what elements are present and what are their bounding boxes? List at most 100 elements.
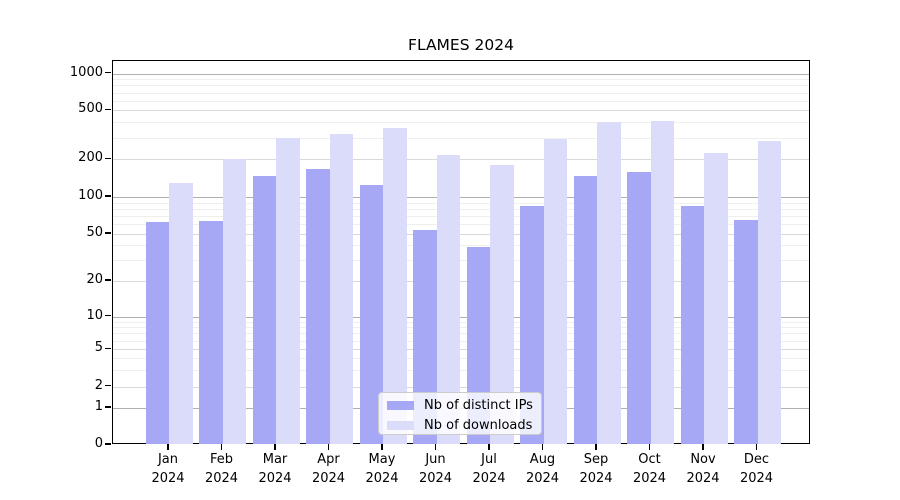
- bar-downloads-sep: [597, 122, 621, 444]
- x-tick-label: Feb 2024: [204, 452, 239, 486]
- gridline-minor: [113, 327, 809, 329]
- gridline-minor: [113, 340, 809, 342]
- x-tick-mark: [220, 444, 223, 450]
- x-tick-label: Dec 2024: [739, 452, 774, 486]
- bar-downloads-jan: [169, 182, 193, 444]
- y-tick-label: 500: [78, 101, 103, 117]
- bar-distinct-ips-jan: [145, 221, 169, 444]
- x-tick-label: May 2024: [365, 452, 399, 486]
- bar-downloads-jun: [436, 155, 460, 444]
- x-tick-mark: [434, 444, 437, 450]
- bar-distinct-ips-mar: [252, 176, 276, 444]
- legend-swatch-downloads: [387, 421, 414, 430]
- x-tick-label: Oct 2024: [632, 452, 667, 486]
- gridline-major: [113, 110, 809, 112]
- x-tick-mark: [327, 444, 330, 450]
- gridline-minor: [113, 79, 809, 81]
- x-tick-label: Mar 2024: [258, 452, 292, 486]
- y-tick-mark: [105, 71, 111, 74]
- y-tick-label: 5: [94, 340, 103, 356]
- x-tick-label: Jan 2024: [151, 452, 185, 486]
- gridline-minor: [113, 358, 809, 360]
- gridline-minor: [113, 122, 809, 124]
- gridline-major: [113, 281, 809, 282]
- y-tick-label: 100: [78, 188, 103, 203]
- bar-distinct-ips-oct: [627, 172, 651, 444]
- legend-label-downloads: Nb of downloads: [424, 418, 533, 433]
- x-tick-label: Sep 2024: [579, 452, 613, 486]
- bar-distinct-ips-aug: [520, 206, 544, 444]
- y-tick-label: 20: [86, 272, 103, 287]
- gridline-major: [113, 73, 809, 75]
- x-tick-mark: [274, 444, 276, 450]
- plot-area: [112, 60, 810, 444]
- legend-row-downloads: Nb of downloads: [387, 417, 541, 434]
- y-tick-label: 10: [86, 307, 103, 323]
- bar-downloads-apr: [329, 134, 353, 444]
- bar-downloads-feb: [222, 159, 246, 444]
- gridline-minor: [113, 245, 809, 247]
- x-tick-mark: [167, 444, 169, 450]
- gridline-major: [113, 159, 809, 161]
- bar-downloads-mar: [276, 137, 300, 444]
- y-tick-mark: [105, 347, 111, 350]
- gridline-minor: [113, 92, 809, 94]
- bar-distinct-ips-feb: [199, 220, 223, 444]
- x-tick-mark: [595, 444, 597, 450]
- y-tick-mark: [105, 279, 111, 281]
- x-tick-label: Nov 2024: [686, 452, 720, 486]
- gridline-minor: [113, 85, 809, 87]
- x-tick-mark: [488, 444, 490, 450]
- gridline-minor: [113, 202, 809, 204]
- gridline-major: [113, 349, 809, 351]
- y-tick-label: 0: [94, 436, 103, 451]
- x-tick-mark: [702, 444, 704, 450]
- bar-distinct-ips-sep: [573, 176, 597, 444]
- bar-distinct-ips-dec: [734, 219, 758, 444]
- y-tick-mark: [105, 384, 111, 387]
- gridline-minor: [113, 224, 809, 226]
- x-tick-mark: [648, 444, 651, 450]
- gridline-minor: [113, 216, 809, 218]
- x-tick-label: Aug 2024: [525, 452, 560, 486]
- x-tick-label: Apr 2024: [311, 452, 346, 486]
- gridline-major: [113, 197, 809, 198]
- gridline-minor: [113, 260, 809, 262]
- y-tick-mark: [105, 406, 111, 408]
- gridline-minor: [113, 100, 809, 102]
- y-tick-mark: [105, 232, 111, 234]
- y-tick-mark: [105, 314, 111, 317]
- x-tick-mark: [541, 444, 544, 450]
- legend-label-distinct-ips: Nb of distinct IPs: [424, 398, 533, 413]
- legend-swatch-distinct-ips: [387, 401, 414, 410]
- gridline-minor: [113, 137, 809, 139]
- gridline-minor: [113, 370, 809, 372]
- bar-distinct-ips-may: [359, 184, 383, 444]
- gridline-minor: [113, 321, 809, 323]
- bar-distinct-ips-nov: [680, 205, 704, 444]
- gridline-major: [113, 386, 809, 388]
- y-tick-label: 200: [78, 150, 103, 166]
- chart-title: FLAMES 2024: [408, 36, 514, 54]
- y-tick-label: 1000: [69, 64, 103, 80]
- legend: Nb of distinct IPs Nb of downloads: [378, 392, 542, 435]
- x-tick-label: Jul 2024: [472, 452, 506, 486]
- bar-downloads-nov: [704, 153, 728, 444]
- y-tick-label: 1: [94, 399, 103, 414]
- bar-downloads-jul: [490, 165, 514, 444]
- gridline-minor: [113, 208, 809, 210]
- legend-row-distinct-ips: Nb of distinct IPs: [387, 397, 541, 414]
- bar-distinct-ips-apr: [306, 169, 330, 444]
- y-tick-label: 2: [94, 377, 103, 393]
- y-tick-mark: [105, 195, 111, 197]
- bar-distinct-ips-jun: [413, 229, 437, 444]
- bar-downloads-aug: [543, 139, 567, 444]
- y-tick-mark: [105, 157, 111, 160]
- y-tick-mark: [105, 108, 111, 111]
- x-tick-label: Jun 2024: [418, 452, 453, 486]
- x-tick-mark: [755, 444, 758, 450]
- gridline-minor: [113, 333, 809, 335]
- gridline-major: [113, 234, 809, 235]
- gridline-major: [113, 316, 809, 318]
